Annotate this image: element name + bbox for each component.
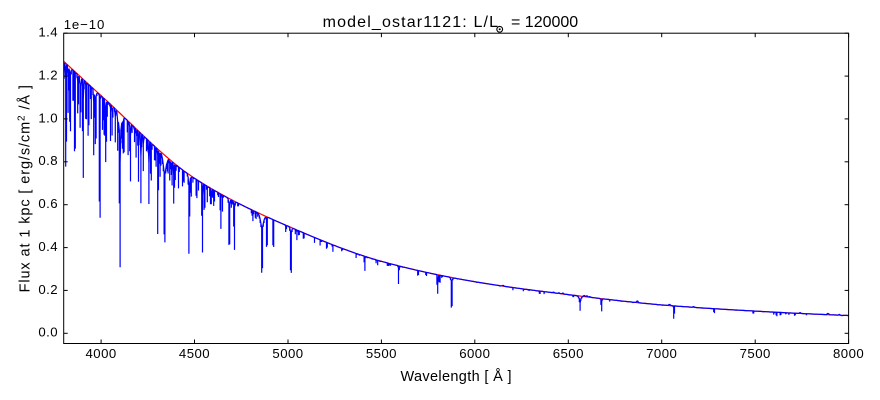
svg-text:= 120000: = 120000 (511, 14, 578, 31)
svg-text:0.4: 0.4 (38, 239, 58, 254)
svg-text:7000: 7000 (646, 346, 677, 361)
svg-text:Wavelength [ Å ]: Wavelength [ Å ] (400, 368, 511, 385)
svg-text:1.0: 1.0 (38, 110, 58, 125)
svg-text:8000: 8000 (833, 346, 864, 361)
svg-text:0.2: 0.2 (38, 282, 58, 297)
svg-text:6500: 6500 (553, 346, 584, 361)
svg-text:6000: 6000 (459, 346, 490, 361)
svg-text:0.6: 0.6 (38, 196, 58, 211)
svg-text:7500: 7500 (740, 346, 771, 361)
svg-text:4000: 4000 (86, 346, 117, 361)
svg-text:model_ostar1121: L/L: model_ostar1121: L/L (323, 14, 500, 31)
svg-text:4500: 4500 (179, 346, 210, 361)
svg-text:5500: 5500 (366, 346, 397, 361)
svg-text:1.4: 1.4 (38, 25, 58, 40)
svg-text:1e−10: 1e−10 (64, 17, 106, 32)
svg-text:Flux at 1 kpc [ erg/s/cm2 /Å ]: Flux at 1 kpc [ erg/s/cm2 /Å ] (16, 84, 33, 292)
svg-text:0.8: 0.8 (38, 153, 58, 168)
svg-text:1.2: 1.2 (38, 68, 58, 83)
svg-text:5000: 5000 (272, 346, 303, 361)
svg-text:0.0: 0.0 (38, 325, 58, 340)
